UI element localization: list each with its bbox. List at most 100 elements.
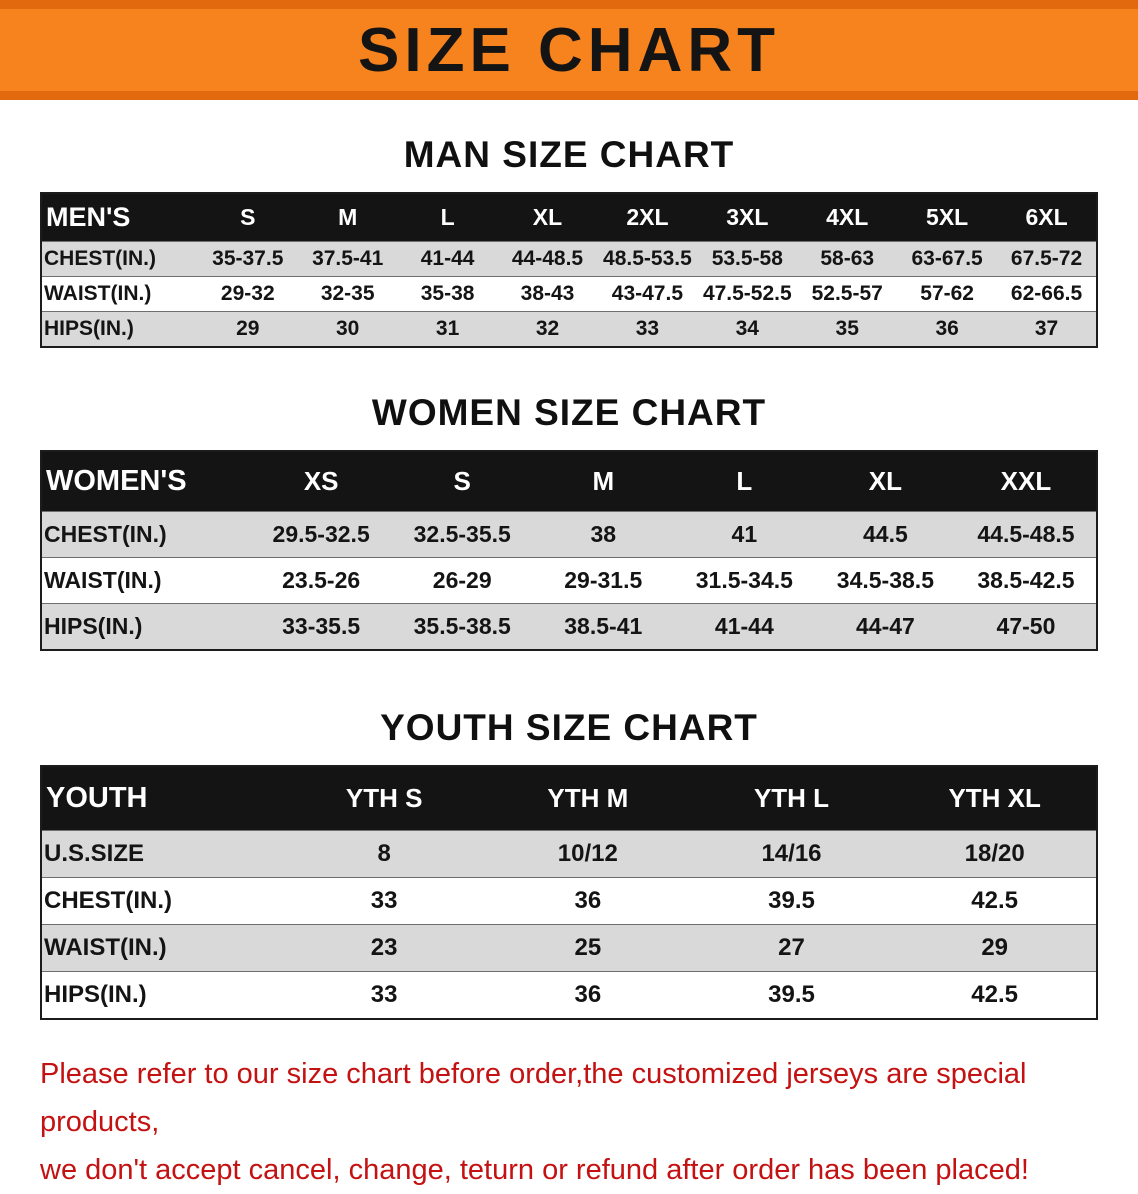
mens-row-label-cell: CHEST(IN.) bbox=[44, 247, 156, 270]
womens-size-value-cell: 44.5 bbox=[863, 521, 908, 547]
womens-size-header-cell: XL bbox=[868, 466, 903, 496]
mens-size-value-cell: 34 bbox=[735, 317, 759, 340]
mens-size-value-cell: 29 bbox=[236, 317, 260, 340]
youth-measure-row: WAIST(IN.) 23 25 27 29 bbox=[41, 924, 1097, 972]
mens-size-header-cell: 4XL bbox=[826, 204, 869, 230]
men-section-title: MAN SIZE CHART bbox=[403, 134, 735, 175]
youth-size-header-cell: YTH M bbox=[547, 783, 629, 813]
mens-size-value-cell: 57-62 bbox=[920, 282, 974, 305]
mens-size-value-cell: 36 bbox=[935, 317, 959, 340]
youth-size-value-cell: 27 bbox=[778, 934, 805, 961]
mens-size-value-cell: 41-44 bbox=[420, 247, 475, 270]
womens-size-value-cell: 34.5-38.5 bbox=[836, 567, 934, 593]
youth-size-table: YOUTH YTH S YTH M YTH L YTH XL U.S.SIZE 8 10/12… bbox=[40, 765, 1098, 1020]
womens-size-value-cell: 29.5-32.5 bbox=[272, 521, 370, 547]
youth-size-value-cell: 36 bbox=[574, 887, 602, 914]
mens-size-value-cell: 44-48.5 bbox=[511, 247, 584, 270]
womens-table-header-row: WOMEN'S XS S M L XL XXL bbox=[41, 451, 1097, 512]
mens-size-value-cell: 67.5-72 bbox=[1010, 247, 1083, 270]
mens-size-value-cell: 53.5-58 bbox=[711, 247, 783, 270]
size-chart-banner: SIZE CHART bbox=[0, 0, 1138, 100]
mens-size-header-cell: L bbox=[440, 204, 455, 230]
womens-size-header-cell: S bbox=[453, 466, 471, 496]
womens-size-value-cell: 35.5-38.5 bbox=[413, 613, 511, 639]
womens-size-value-cell: 26-29 bbox=[432, 567, 492, 593]
youth-measure-row: HIPS(IN.) 33 36 39.5 42.5 bbox=[41, 971, 1097, 1019]
mens-size-value-cell: 32 bbox=[535, 317, 560, 340]
mens-size-header-cell: S bbox=[240, 204, 256, 230]
womens-size-value-cell: 23.5-26 bbox=[282, 567, 361, 593]
womens-size-value-cell: 38.5-41 bbox=[564, 613, 643, 639]
youth-size-value-cell: 42.5 bbox=[971, 981, 1019, 1008]
mens-size-value-cell: 48.5-53.5 bbox=[603, 247, 692, 270]
youth-size-header-cell: YTH L bbox=[753, 783, 830, 813]
men-size-table-container: MEN'S S M L XL 2XL 3XL 4XL 5XL 6XL CHEST(IN.) 35-37… bbox=[40, 192, 1098, 348]
youth-size-value-cell: 10/12 bbox=[557, 840, 618, 867]
mens-size-value-cell: 43-47.5 bbox=[611, 282, 684, 305]
page-title: SIZE CHART bbox=[358, 15, 780, 85]
notice-line-2: we don't accept cancel, change, teturn o… bbox=[40, 1154, 1029, 1186]
mens-table-header-row: MEN'S S M L XL 2XL 3XL 4XL 5XL 6XL bbox=[41, 193, 1097, 242]
womens-table-title-cell: WOMEN'S bbox=[46, 465, 187, 497]
womens-size-value-cell: 47-50 bbox=[996, 613, 1056, 639]
youth-size-value-cell: 33 bbox=[370, 887, 398, 914]
mens-table-title-cell: MEN'S bbox=[46, 202, 131, 232]
youth-size-header-cell: YTH S bbox=[345, 783, 423, 813]
mens-size-value-cell: 63-67.5 bbox=[911, 247, 983, 270]
mens-measure-row: HIPS(IN.) 29 30 31 32 33 34 35 36 37 bbox=[41, 311, 1097, 347]
womens-size-header-cell: L bbox=[736, 466, 753, 496]
mens-size-value-cell: 29-32 bbox=[220, 282, 275, 305]
youth-size-value-cell: 42.5 bbox=[971, 887, 1019, 914]
mens-size-value-cell: 38-43 bbox=[520, 282, 575, 305]
mens-size-header-cell: 5XL bbox=[926, 204, 969, 230]
youth-size-table-container: YOUTH YTH S YTH M YTH L YTH XL U.S.SIZE 8 10/12… bbox=[40, 765, 1098, 1020]
youth-row-label-cell: U.S.SIZE bbox=[44, 840, 145, 867]
mens-size-table: MEN'S S M L XL 2XL 3XL 4XL 5XL 6XL CHEST(IN.) 35-37… bbox=[40, 192, 1098, 348]
womens-size-value-cell: 38 bbox=[590, 521, 617, 547]
womens-measure-row: CHEST(IN.) 29.5-32.5 32.5-35.5 38 41 44.5 44.5… bbox=[41, 511, 1097, 558]
mens-size-value-cell: 47.5-52.5 bbox=[702, 282, 792, 305]
womens-size-value-cell: 31.5-34.5 bbox=[695, 567, 793, 593]
womens-size-header-cell: XS bbox=[303, 466, 339, 496]
womens-measure-row: WAIST(IN.) 23.5-26 26-29 29-31.5 31.5-34.5 34… bbox=[41, 557, 1097, 604]
mens-measure-row: CHEST(IN.) 35-37.5 37.5-41 41-44 44-48.5 48.5… bbox=[41, 241, 1097, 277]
womens-measure-row: HIPS(IN.) 33-35.5 35.5-38.5 38.5-41 41-44 44-… bbox=[41, 603, 1097, 650]
womens-row-label-cell: CHEST(IN.) bbox=[44, 521, 167, 547]
youth-size-section: YOUTH SIZE CHART YOUTH YTH S YTH M YTH L YTH… bbox=[0, 707, 1138, 1020]
mens-size-value-cell: 37.5-41 bbox=[312, 247, 384, 270]
mens-size-value-cell: 62-66.5 bbox=[1010, 282, 1083, 305]
mens-size-header-cell: 3XL bbox=[726, 204, 769, 230]
youth-size-value-cell: 36 bbox=[574, 981, 602, 1008]
youth-measure-row: U.S.SIZE 8 10/12 14/16 18/20 bbox=[41, 830, 1097, 878]
mens-size-value-cell: 33 bbox=[635, 317, 660, 340]
mens-size-header-cell: XL bbox=[532, 204, 563, 230]
youth-table-header-row: YOUTH YTH S YTH M YTH L YTH XL bbox=[41, 766, 1097, 831]
youth-size-value-cell: 8 bbox=[377, 840, 391, 867]
notice-line-1: Please refer to our size chart before or… bbox=[40, 1058, 1027, 1138]
mens-size-value-cell: 35 bbox=[835, 317, 859, 340]
mens-size-value-cell: 37 bbox=[1034, 317, 1059, 340]
womens-size-value-cell: 33-35.5 bbox=[282, 613, 361, 639]
youth-size-value-cell: 23 bbox=[370, 934, 398, 961]
mens-size-value-cell: 31 bbox=[435, 317, 460, 340]
mens-size-value-cell: 52.5-57 bbox=[811, 282, 883, 305]
womens-size-value-cell: 32.5-35.5 bbox=[413, 521, 511, 547]
youth-row-label-cell: CHEST(IN.) bbox=[44, 887, 172, 914]
womens-size-table: WOMEN'S XS S M L XL XXL CHEST(IN.) 29.5-32.5 32.5… bbox=[40, 450, 1098, 651]
womens-size-value-cell: 41-44 bbox=[714, 613, 774, 639]
womens-size-value-cell: 29-31.5 bbox=[564, 567, 643, 593]
womens-size-value-cell: 38.5-42.5 bbox=[977, 567, 1075, 593]
men-size-section: MAN SIZE CHART MEN'S S M L XL 2XL 3XL 4XL 5XL 6XL… bbox=[0, 134, 1138, 348]
womens-size-value-cell: 44.5-48.5 bbox=[977, 521, 1075, 547]
womens-size-value-cell: 44-47 bbox=[855, 613, 915, 639]
women-size-section: WOMEN SIZE CHART WOMEN'S XS S M L XL XXL CHEST(… bbox=[0, 392, 1138, 651]
youth-size-value-cell: 39.5 bbox=[768, 981, 815, 1008]
youth-table-title-cell: YOUTH bbox=[46, 782, 148, 814]
womens-size-header-cell: XXL bbox=[1000, 466, 1052, 496]
mens-size-header-cell: 6XL bbox=[1025, 204, 1068, 230]
youth-size-value-cell: 33 bbox=[370, 981, 398, 1008]
mens-size-value-cell: 58-63 bbox=[820, 247, 875, 270]
youth-size-value-cell: 39.5 bbox=[768, 887, 815, 914]
youth-size-value-cell: 14/16 bbox=[761, 840, 822, 867]
